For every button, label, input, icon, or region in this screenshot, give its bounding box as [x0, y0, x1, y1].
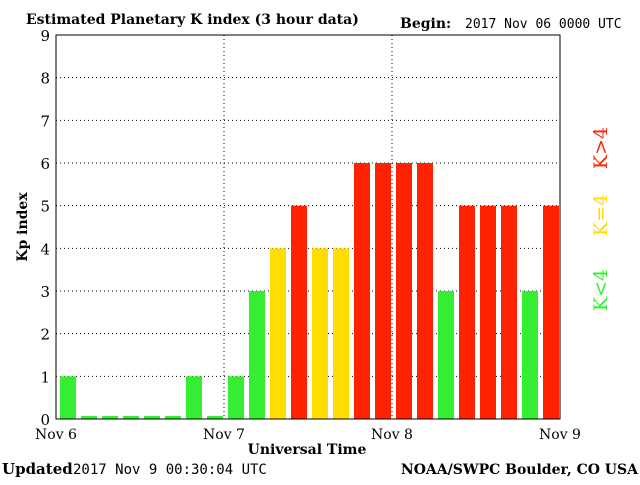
bar-2: [102, 416, 118, 419]
bar-23: [543, 205, 559, 419]
bar-5: [165, 416, 181, 419]
bar-0: [60, 376, 76, 419]
bar-17: [417, 163, 433, 419]
bars: [60, 163, 559, 419]
x-tick-label-2: Nov 8: [371, 427, 413, 443]
source-credit: NOAA/SWPC Boulder, CO USA: [401, 462, 639, 478]
updated-label: Updated: [2, 460, 73, 478]
y-tick-label-9: 9: [40, 27, 50, 45]
begin-label: Begin:: [400, 16, 451, 32]
begin-value: 2017 Nov 06 0000 UTC: [465, 17, 622, 32]
y-tick-label-5: 5: [40, 198, 50, 216]
y-tick-label-0: 0: [40, 411, 50, 429]
bar-22: [522, 291, 538, 419]
bar-16: [396, 163, 412, 419]
bar-12: [312, 248, 328, 419]
y-axis-label: Kp index: [15, 192, 31, 262]
bar-11: [291, 205, 307, 419]
plot-frame: [55, 34, 561, 420]
bar-14: [354, 163, 370, 419]
bar-7: [207, 416, 223, 419]
bar-6: [186, 376, 202, 419]
x-tick-labels: Nov 6 Nov 7 Nov 8 Nov 9: [35, 427, 581, 443]
bar-8: [228, 376, 244, 419]
bar-10: [270, 248, 286, 419]
x-tick-label-3: Nov 9: [539, 427, 581, 443]
x-tick-label-0: Nov 6: [35, 427, 77, 443]
bar-4: [144, 416, 160, 419]
bar-9: [249, 291, 265, 419]
y-tick-label-4: 4: [40, 240, 50, 258]
legend-low: K<4: [590, 269, 612, 311]
y-tick-labels: 0 1 2 3 4 5 6 7 8 9: [40, 27, 50, 429]
legend-mid: K=4: [590, 194, 612, 236]
bar-15: [375, 163, 391, 419]
x-tick-label-1: Nov 7: [203, 427, 245, 443]
bar-18: [438, 291, 454, 419]
x-axis-label: Universal Time: [248, 442, 367, 458]
y-tick-label-3: 3: [40, 283, 50, 301]
chart-title: Estimated Planetary K index (3 hour data…: [26, 12, 359, 28]
bar-13: [333, 248, 349, 419]
y-tick-label-1: 1: [40, 368, 50, 386]
bar-19: [459, 205, 475, 419]
y-tick-label-8: 8: [40, 70, 50, 88]
y-tick-label-2: 2: [40, 326, 50, 344]
y-tick-label-7: 7: [40, 112, 50, 130]
bar-21: [501, 205, 517, 419]
bar-3: [123, 416, 139, 419]
y-tick-label-6: 6: [40, 155, 50, 173]
legend-high: K>4: [590, 127, 612, 169]
bar-20: [480, 205, 496, 419]
updated-value: 2017 Nov 9 00:30:04 UTC: [73, 462, 267, 478]
bar-1: [81, 416, 97, 419]
